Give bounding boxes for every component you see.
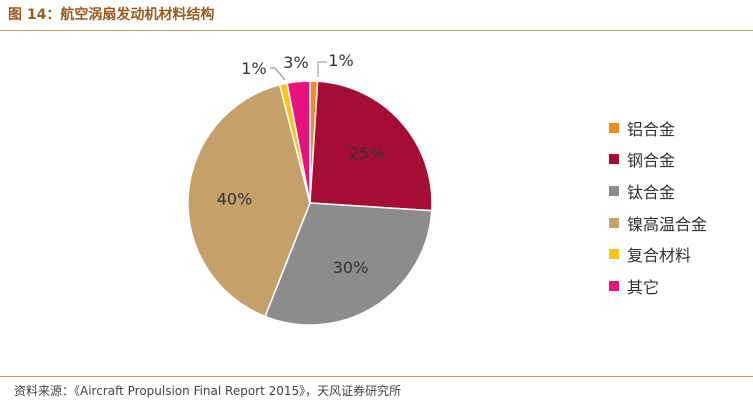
- pie-slice-other: [286, 80, 311, 204]
- legend-swatch-other: [609, 280, 619, 291]
- legend-swatch-aluminum: [609, 122, 619, 133]
- source-note: 资料来源：《Aircraft Propulsion Final Report 2…: [14, 384, 402, 398]
- legend-item-composite: 复合材料: [609, 238, 707, 270]
- legend-label-aluminum: 铝合金: [627, 119, 676, 139]
- legend-label-titanium: 钛合金: [627, 182, 676, 202]
- figure-title: 图 14：航空涡扇发动机材料结构: [8, 7, 215, 23]
- legend-swatch-steel: [609, 154, 619, 165]
- data-label-aluminum: 1%: [328, 51, 353, 70]
- data-label-titanium: 30%: [333, 258, 369, 277]
- legend-label-steel: 钢合金: [627, 151, 676, 171]
- legend-label-composite: 复合材料: [627, 246, 692, 266]
- data-label-steel: 25%: [349, 144, 385, 163]
- legend-item-other: 其它: [609, 270, 707, 302]
- legend-item-steel: 钢合金: [609, 144, 707, 176]
- legend-label-other: 其它: [627, 277, 660, 297]
- legend-item-aluminum: 铝合金: [609, 112, 707, 144]
- data-label-nickel: 40%: [217, 189, 253, 208]
- legend-item-nickel: 镍高温合金: [609, 207, 707, 239]
- pie-slice-titanium: [264, 202, 433, 326]
- title-divider: [0, 30, 753, 31]
- pie-slice-steel: [309, 80, 433, 212]
- data-label-other: 3%: [283, 53, 308, 72]
- data-label-composite: 1%: [241, 59, 266, 78]
- leader-line-composite: [270, 67, 286, 81]
- legend-swatch-titanium: [609, 185, 619, 196]
- legend-label-nickel: 镍高温合金: [627, 214, 708, 234]
- legend: 铝合金 钢合金 钛合金 镍高温合金 复合材料 其它: [609, 112, 707, 302]
- legend-swatch-composite: [609, 249, 619, 260]
- leader-line-aluminum: [317, 61, 327, 77]
- pie-slice-nickel: [187, 83, 311, 318]
- legend-item-titanium: 钛合金: [609, 175, 707, 207]
- source-divider: [0, 376, 753, 377]
- legend-swatch-nickel: [609, 217, 619, 228]
